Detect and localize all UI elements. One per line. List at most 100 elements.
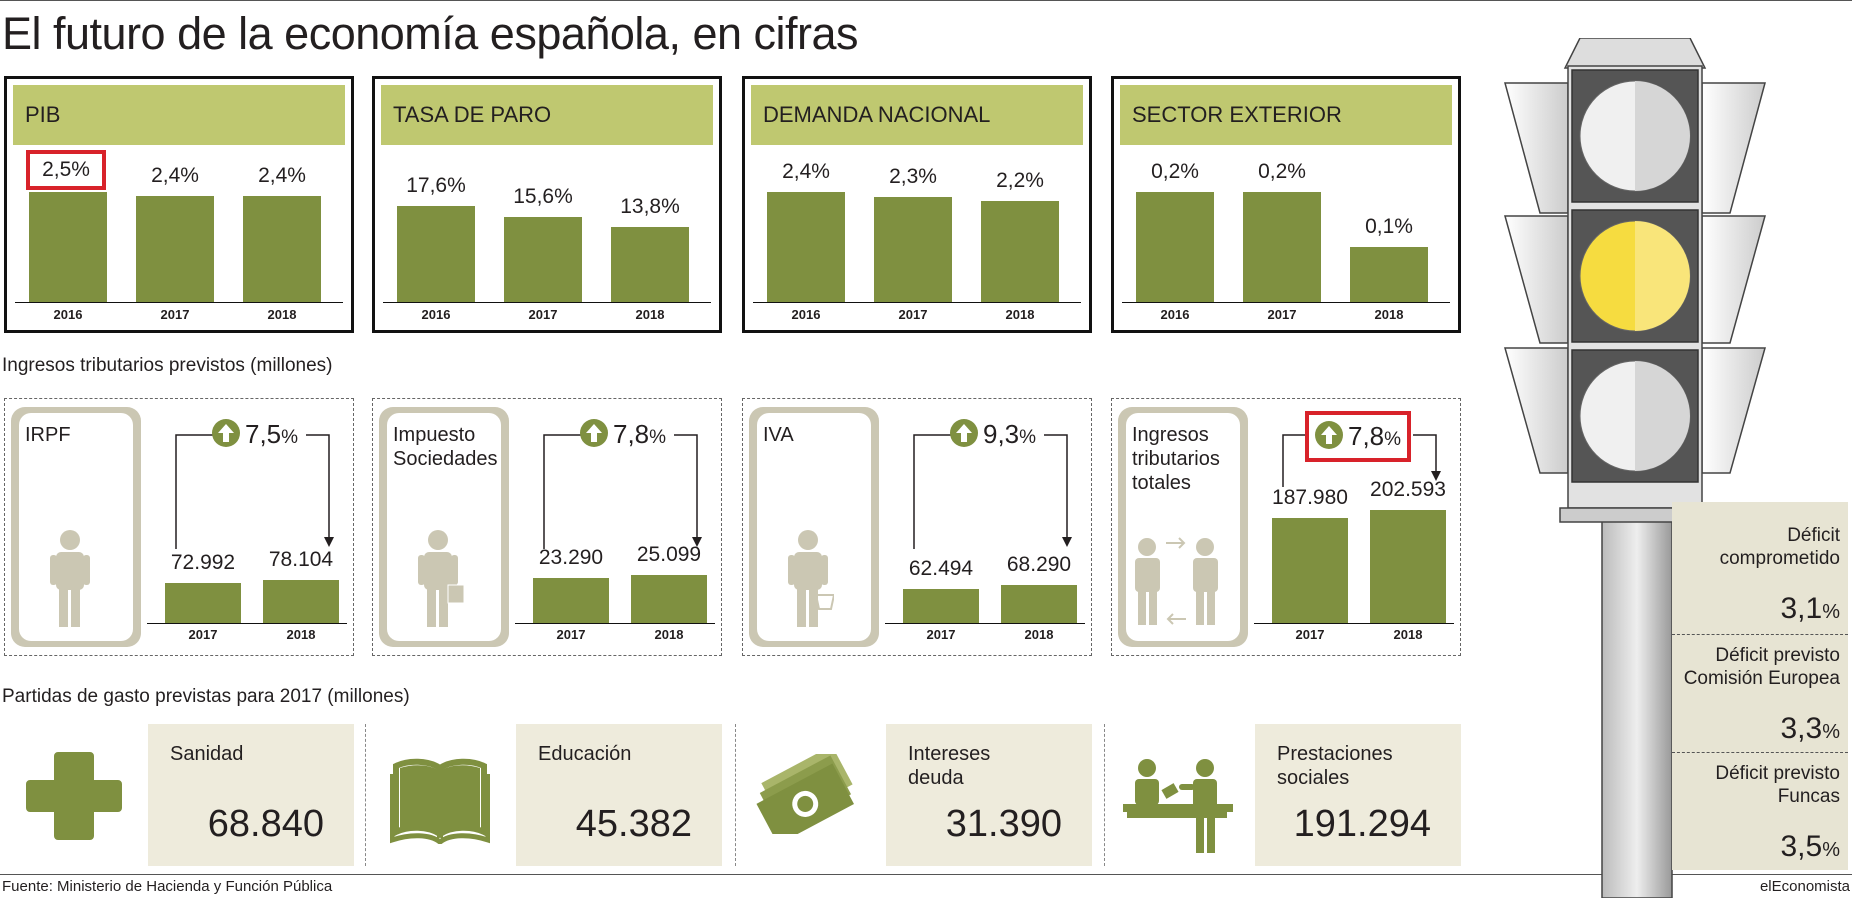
deficit-value: 3,1% bbox=[1780, 592, 1840, 626]
deficit-divider bbox=[1672, 752, 1848, 753]
tax-name-line: totales bbox=[1132, 472, 1191, 494]
bar bbox=[631, 575, 707, 623]
chart-baseline bbox=[753, 302, 1081, 303]
spending-panel: Sanidad 68.840 bbox=[0, 724, 354, 866]
tax-card bbox=[379, 407, 509, 647]
tax-name: IVA bbox=[763, 423, 794, 447]
year-label: 2017 bbox=[1295, 627, 1325, 642]
year-label: 2016 bbox=[791, 307, 821, 322]
up-arrow-icon bbox=[212, 419, 240, 447]
footer-rule bbox=[0, 874, 1852, 875]
tax-panel: IVA 62.494 2017 68.290 2018 9,3% bbox=[742, 398, 1092, 656]
year-label: 2017 bbox=[1267, 307, 1297, 322]
bar-value-label: 202.593 bbox=[1370, 478, 1446, 501]
growth-number: 7,8 bbox=[613, 419, 650, 449]
spending-name-line: Intereses bbox=[908, 743, 991, 765]
year-label: 2018 bbox=[1393, 627, 1423, 642]
tax-name: IRPF bbox=[25, 423, 71, 447]
up-arrow-icon bbox=[580, 419, 608, 447]
up-arrow-icon bbox=[1315, 421, 1343, 449]
spending-value: 31.390 bbox=[945, 803, 1062, 845]
growth-unit: % bbox=[281, 427, 299, 448]
panel-separator bbox=[1104, 724, 1106, 866]
spending-name-line: Sanidad bbox=[170, 743, 244, 765]
bar bbox=[611, 227, 689, 302]
tax-card bbox=[11, 407, 141, 647]
chart-baseline bbox=[147, 623, 347, 624]
panel-separator bbox=[735, 724, 737, 866]
spending-name: Prestaciones sociales bbox=[1277, 742, 1393, 790]
year-label: 2018 bbox=[654, 627, 684, 642]
growth-number: 9,3 bbox=[983, 419, 1020, 449]
bar-value-label: 0,2% bbox=[1151, 160, 1199, 183]
spending-box: Educación 45.382 bbox=[516, 724, 722, 866]
deficit-unit: % bbox=[1822, 839, 1840, 861]
year-label: 2017 bbox=[926, 627, 956, 642]
year-label: 2017 bbox=[556, 627, 586, 642]
cross-icon bbox=[26, 748, 122, 849]
spending-panel: Prestaciones sociales 191.294 bbox=[1104, 724, 1461, 866]
bar bbox=[1272, 518, 1348, 623]
exchange-people-icon bbox=[1130, 529, 1230, 634]
bar bbox=[263, 580, 339, 623]
bar-value-label: 0,1% bbox=[1365, 215, 1413, 238]
deficit-unit: % bbox=[1822, 721, 1840, 743]
bar-value-label: 2,4% bbox=[258, 164, 306, 187]
growth-percent: 7,8% bbox=[580, 419, 666, 450]
deficit-number: 3,1 bbox=[1780, 592, 1823, 625]
growth-unit: % bbox=[649, 427, 667, 448]
tax-card bbox=[749, 407, 879, 647]
deficit-label-line: Funcas bbox=[1777, 786, 1840, 807]
bar-value-label: 72.992 bbox=[170, 551, 236, 574]
tax-panel: IRPF 72.992 2017 78.104 2018 7,5% bbox=[4, 398, 354, 656]
year-label: 2016 bbox=[421, 307, 451, 322]
spending-name-line: sociales bbox=[1277, 767, 1350, 789]
tax-name: Impuesto Sociedades bbox=[393, 423, 498, 471]
spending-box: Prestaciones sociales 191.294 bbox=[1255, 724, 1461, 866]
shopper-icon bbox=[788, 529, 836, 634]
year-label: 2016 bbox=[1160, 307, 1190, 322]
bar-value-label: 2,2% bbox=[996, 169, 1044, 192]
year-label: 2017 bbox=[528, 307, 558, 322]
bar bbox=[504, 217, 582, 302]
chart-baseline bbox=[885, 623, 1085, 624]
bar-value-label: 15,6% bbox=[513, 185, 573, 208]
spending-name: Sanidad bbox=[170, 742, 243, 766]
bar bbox=[874, 197, 952, 302]
bar-value-label: 23.290 bbox=[538, 546, 604, 569]
source-note: Fuente: Ministerio de Hacienda y Función… bbox=[2, 878, 333, 895]
person-icon bbox=[50, 529, 96, 634]
indicator-panel: SECTOR EXTERIOR 0,2% 2016 0,2% 2017 0,1% 2018 bbox=[1111, 76, 1461, 333]
tax-name-line: Sociedades bbox=[393, 448, 498, 470]
deficit-label-line: comprometido bbox=[1719, 548, 1840, 569]
tax-name-line: IRPF bbox=[25, 424, 71, 446]
bar bbox=[29, 192, 107, 302]
bar-value-label: 0,2% bbox=[1258, 160, 1306, 183]
bar-value-label: 25.099 bbox=[636, 543, 702, 566]
spending-name-line: deuda bbox=[908, 767, 964, 789]
tax-panel: Impuesto Sociedades 23.290 2017 25.099 2018 7,… bbox=[372, 398, 722, 656]
deficit-label-line: Déficit previsto bbox=[1715, 763, 1840, 784]
deficit-unit: % bbox=[1822, 601, 1840, 623]
bar-value-label: 2,4% bbox=[151, 164, 199, 187]
deficit-label: Déficit comprometido bbox=[1720, 524, 1840, 570]
deficit-label-line: Comisión Europea bbox=[1683, 668, 1840, 689]
spending-value: 45.382 bbox=[575, 803, 692, 845]
top-rule bbox=[0, 0, 1852, 1]
year-label: 2018 bbox=[286, 627, 316, 642]
deficit-number: 3,5 bbox=[1780, 830, 1823, 863]
deficit-label: Déficit previsto Funcas bbox=[1715, 762, 1840, 808]
bar bbox=[533, 578, 609, 623]
tax-name-line: Ingresos bbox=[1132, 424, 1209, 446]
spending-value: 191.294 bbox=[1293, 803, 1431, 845]
year-label: 2017 bbox=[160, 307, 190, 322]
chart-baseline bbox=[1122, 302, 1450, 303]
growth-unit: % bbox=[1384, 429, 1402, 450]
page-title: El futuro de la economía española, en ci… bbox=[2, 8, 859, 59]
year-label: 2016 bbox=[53, 307, 83, 322]
bar-value-label: 2,5% bbox=[26, 150, 106, 190]
bar-value-label: 2,4% bbox=[782, 160, 830, 183]
counter-service-icon bbox=[1123, 754, 1233, 859]
deficit-label-line: Déficit bbox=[1787, 525, 1840, 546]
deficit-label-line: Déficit previsto bbox=[1715, 645, 1840, 666]
